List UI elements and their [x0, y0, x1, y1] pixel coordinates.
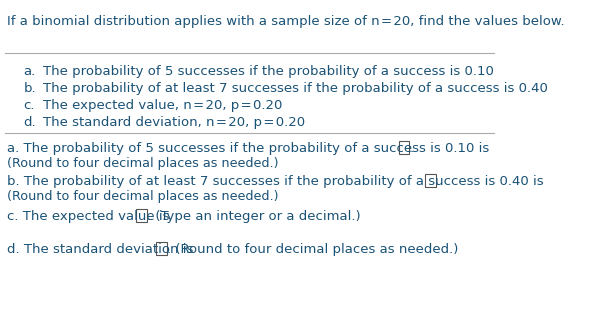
FancyBboxPatch shape [398, 141, 409, 154]
Text: (Round to four decimal places as needed.): (Round to four decimal places as needed.… [7, 190, 278, 203]
FancyBboxPatch shape [425, 174, 436, 187]
Text: The expected value, n = 20, p = 0.20: The expected value, n = 20, p = 0.20 [43, 99, 283, 112]
Text: d.: d. [23, 116, 36, 129]
Text: d. The standard deviation is: d. The standard deviation is [7, 243, 193, 256]
FancyBboxPatch shape [156, 242, 167, 255]
Text: a. The probability of 5 successes if the probability of a success is 0.10 is: a. The probability of 5 successes if the… [7, 142, 489, 155]
Text: If a binomial distribution applies with a sample size of n = 20, find the values: If a binomial distribution applies with … [7, 15, 564, 28]
Text: . (Round to four decimal places as needed.): . (Round to four decimal places as neede… [167, 243, 458, 256]
Text: a.: a. [23, 65, 35, 78]
Text: . (Type an integer or a decimal.): . (Type an integer or a decimal.) [147, 210, 361, 223]
Text: The probability of at least 7 successes if the probability of a success is 0.40: The probability of at least 7 successes … [43, 82, 548, 95]
Text: .: . [436, 175, 440, 188]
Text: b. The probability of at least 7 successes if the probability of a success is 0.: b. The probability of at least 7 success… [7, 175, 543, 188]
Text: b.: b. [23, 82, 36, 95]
Text: c.: c. [23, 99, 35, 112]
Text: c. The expected value is: c. The expected value is [7, 210, 169, 223]
Text: The probability of 5 successes if the probability of a success is 0.10: The probability of 5 successes if the pr… [43, 65, 494, 78]
FancyBboxPatch shape [136, 209, 147, 222]
Text: (Round to four decimal places as needed.): (Round to four decimal places as needed.… [7, 157, 278, 170]
Text: The standard deviation, n = 20, p = 0.20: The standard deviation, n = 20, p = 0.20 [43, 116, 305, 129]
Text: .: . [409, 142, 413, 155]
